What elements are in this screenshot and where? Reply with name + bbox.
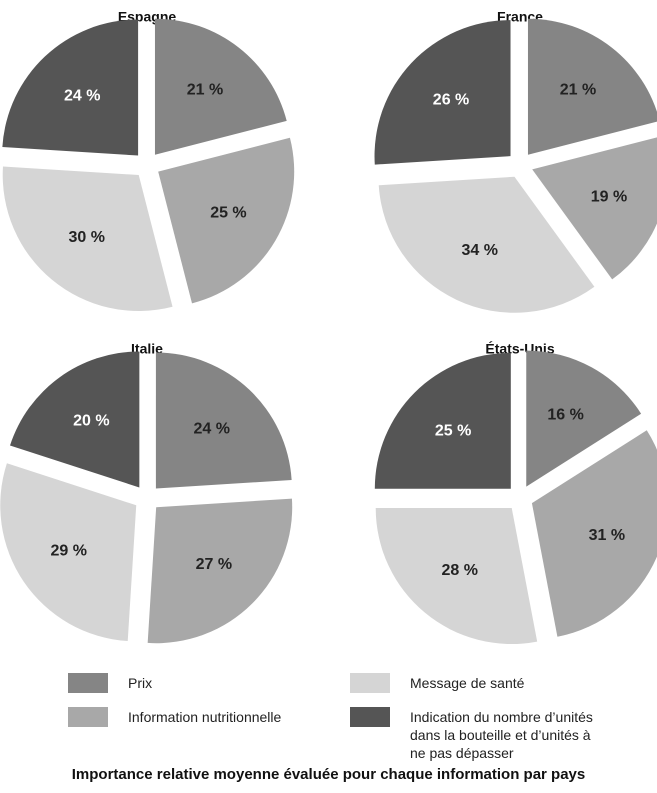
legend-swatch	[68, 673, 108, 693]
value-label: 25 %	[435, 422, 471, 439]
legend-label: Prix	[128, 675, 153, 691]
value-label: 21 %	[187, 81, 223, 98]
legend-swatch	[350, 673, 390, 693]
caption: Importance relative moyenne évaluée pour…	[71, 766, 586, 783]
value-label: 29 %	[51, 542, 87, 559]
pie-slice	[147, 498, 293, 644]
pie-slice	[374, 352, 511, 489]
pie-slice	[154, 18, 287, 155]
pie-slice	[0, 463, 137, 642]
pie-slice	[532, 137, 657, 280]
pie-slice	[374, 20, 511, 165]
value-label: 28 %	[441, 562, 477, 579]
pie-slice	[527, 18, 657, 155]
pie-slice	[10, 351, 140, 488]
value-label: 24 %	[194, 420, 230, 437]
value-label: 26 %	[433, 91, 469, 108]
value-label: 20 %	[73, 413, 109, 430]
legend-label: Message de santé	[410, 675, 525, 691]
value-label: 16 %	[547, 406, 583, 423]
value-label: 24 %	[64, 87, 100, 104]
pie-slice	[375, 508, 538, 645]
value-label: 19 %	[591, 188, 627, 205]
pie-slice	[526, 350, 642, 487]
pie-slice	[531, 430, 657, 637]
value-label: 31 %	[589, 527, 625, 544]
legend-label: Indication du nombre d’unités dans la bo…	[410, 709, 593, 761]
pie-slice	[2, 166, 173, 312]
value-label: 27 %	[196, 556, 232, 573]
value-label: 34 %	[461, 242, 497, 259]
value-label: 21 %	[560, 81, 596, 98]
legend-swatch	[68, 707, 108, 727]
legend-swatch	[350, 707, 390, 727]
value-label: 30 %	[68, 229, 104, 246]
pie-slice	[158, 137, 295, 304]
value-label: 25 %	[210, 204, 246, 221]
pie-slice	[2, 19, 139, 156]
pie-slice	[378, 176, 595, 313]
pie-slice	[155, 352, 292, 489]
legend-label: Information nutritionnelle	[128, 709, 282, 725]
